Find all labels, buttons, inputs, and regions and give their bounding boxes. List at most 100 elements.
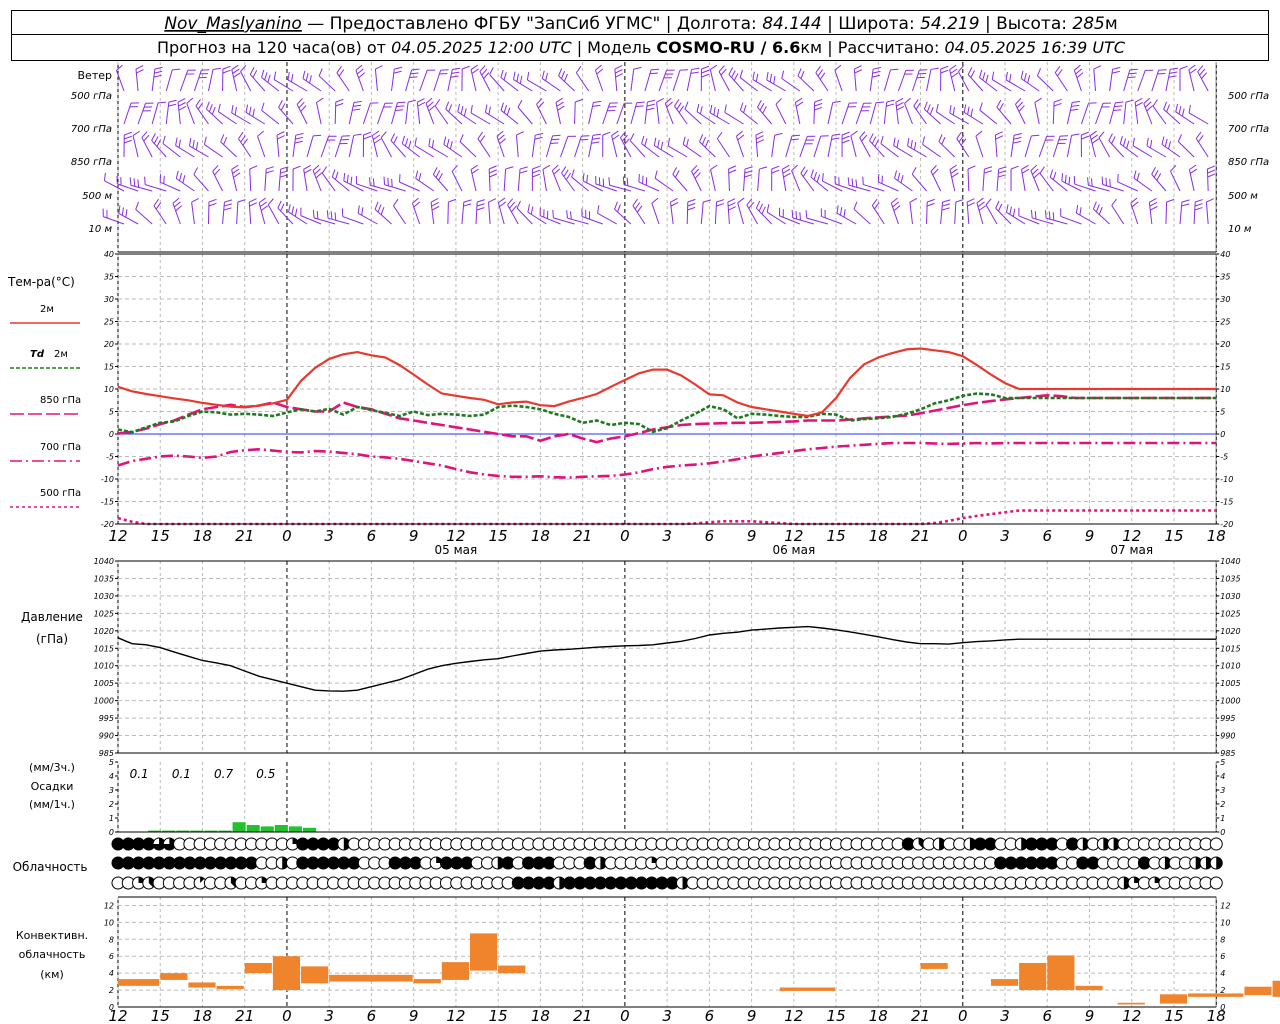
wind-barb: [132, 135, 139, 158]
header-line-2: Прогноз на 120 часа(ов) от 04.05.2025 12…: [157, 38, 1126, 57]
wind-barb-feather: [298, 101, 305, 109]
wind-barb: [716, 138, 730, 158]
conv-title-3: (км): [40, 968, 64, 981]
wind-barb-feather: [654, 170, 658, 179]
wind-barb-feather: [1195, 131, 1202, 139]
temp-hour-label: 0: [958, 527, 968, 545]
temp-hour-label: 15: [489, 527, 508, 545]
wind-barb: [485, 112, 505, 125]
wind-barb-feather: [519, 170, 528, 174]
header-forecast-box: Прогноз на 120 часа(ов) от 04.05.2025 12…: [11, 35, 1269, 61]
wind-barb-feather: [795, 211, 798, 220]
wind-barb-feather: [1093, 65, 1102, 70]
day-label: 06 мая: [772, 543, 815, 557]
wind-barb: [922, 144, 941, 158]
wind-barb: [218, 111, 237, 125]
header-segment: 04.05.2025 16:39 UTC: [944, 38, 1125, 57]
wind-barb-feather: [791, 209, 794, 218]
wind-barb-feather: [957, 65, 964, 72]
wind-barb-feather: [1149, 139, 1153, 148]
wind-barb-feather: [1023, 72, 1027, 81]
wind-level-right: 10 м: [1228, 224, 1252, 235]
conv-hour-label: 6: [705, 1007, 715, 1024]
wind-barb: [334, 101, 337, 125]
wind-barb: [186, 103, 195, 125]
wind-barb-feather: [1005, 71, 1008, 80]
wind-barb-feather: [666, 101, 674, 108]
wind-barb: [179, 70, 189, 92]
conv-hour-label: 0: [282, 1007, 292, 1024]
wind-barb-feather: [744, 170, 753, 174]
header-segment: км | Рассчитано:: [800, 38, 944, 57]
wind-barb: [890, 203, 899, 225]
wind-barb: [539, 215, 561, 225]
wind-barb-feather: [393, 70, 402, 74]
temp-ytick-left: 40: [104, 250, 114, 259]
wind-barb-feather: [966, 198, 975, 203]
temp-ytick-right: 25: [1220, 318, 1230, 327]
wind-barb: [869, 69, 874, 92]
wind-barb-feather: [338, 69, 345, 77]
wind-barb: [123, 102, 132, 125]
wind-barb: [682, 144, 702, 158]
wind-barb-feather: [305, 72, 309, 81]
wind-barb-feather: [481, 68, 488, 76]
wind-barb: [470, 112, 491, 125]
wind-barb-feather: [1095, 204, 1100, 213]
day-label: 07 мая: [1110, 543, 1153, 557]
conv-bar: [1188, 993, 1244, 997]
temp-series-2м: [117, 347, 1217, 418]
wind-barb: [116, 70, 125, 92]
temp-ytick-right: 5: [1220, 408, 1225, 417]
precip-ytick-left: 1: [109, 814, 114, 823]
conv-bar: [160, 973, 188, 980]
wind-barb-feather: [168, 99, 177, 103]
conv-hour-label: 15: [151, 1007, 170, 1024]
wind-barb-feather: [223, 137, 228, 145]
wind-barb-feather: [752, 71, 755, 80]
wind-barb-feather: [535, 132, 544, 136]
pressure-ytick-right: 1020: [1220, 627, 1240, 636]
body-area: [11, 62, 1269, 962]
wind-barb-feather: [927, 198, 935, 203]
wind-barb: [614, 208, 632, 225]
conv-bar: [779, 987, 836, 991]
wind-barb-feather: [231, 104, 234, 114]
wind-barb: [1151, 69, 1160, 92]
wind-barb-feather: [249, 198, 257, 203]
wind-barb-feather: [451, 165, 458, 172]
wind-barb-feather: [755, 131, 764, 136]
wind-barb-feather: [1132, 137, 1135, 146]
wind-barb-feather: [208, 104, 213, 112]
wind-barb-feather: [172, 197, 180, 204]
wind-barb-feather: [443, 136, 447, 145]
wind-barb: [503, 169, 507, 192]
wind-barb: [348, 102, 355, 125]
wind-barb-feather: [499, 201, 507, 208]
wind-barb-feather: [497, 134, 505, 141]
wind-barb-feather: [451, 71, 460, 74]
wind-barb-feather: [258, 197, 266, 204]
wind-barb-feather: [488, 106, 491, 115]
wind-barb-feather: [1018, 105, 1025, 112]
wind-barb-feather: [1071, 104, 1080, 107]
wind-barb-feather: [195, 141, 199, 151]
wind-barb-feather: [1006, 204, 1009, 213]
conv-hour-label: 12: [108, 1007, 127, 1024]
wind-barb-feather: [744, 174, 753, 178]
wind-level-right: 850 гПа: [1228, 157, 1269, 168]
wind-barb-feather: [982, 72, 986, 81]
wind-barb-feather: [471, 68, 479, 74]
wind-barb-feather: [1136, 172, 1140, 181]
wind-barb-feather: [1012, 208, 1016, 217]
wind-barb-feather: [300, 105, 307, 112]
wind-barb-feather: [1111, 198, 1117, 206]
wind-barb-feather: [404, 138, 409, 147]
header-segment: 04.05.2025 12:00 UTC: [391, 38, 572, 57]
wind-barb-feather: [175, 170, 179, 179]
wind-barb-feather: [620, 131, 627, 138]
temp-ytick-right: 20: [1220, 340, 1230, 349]
wind-barb-feather: [414, 137, 417, 146]
header-segment: — Предоставлено ФГБУ "ЗапСиб УГМС" | Дол…: [302, 14, 762, 34]
wind-barb-feather: [222, 65, 231, 70]
